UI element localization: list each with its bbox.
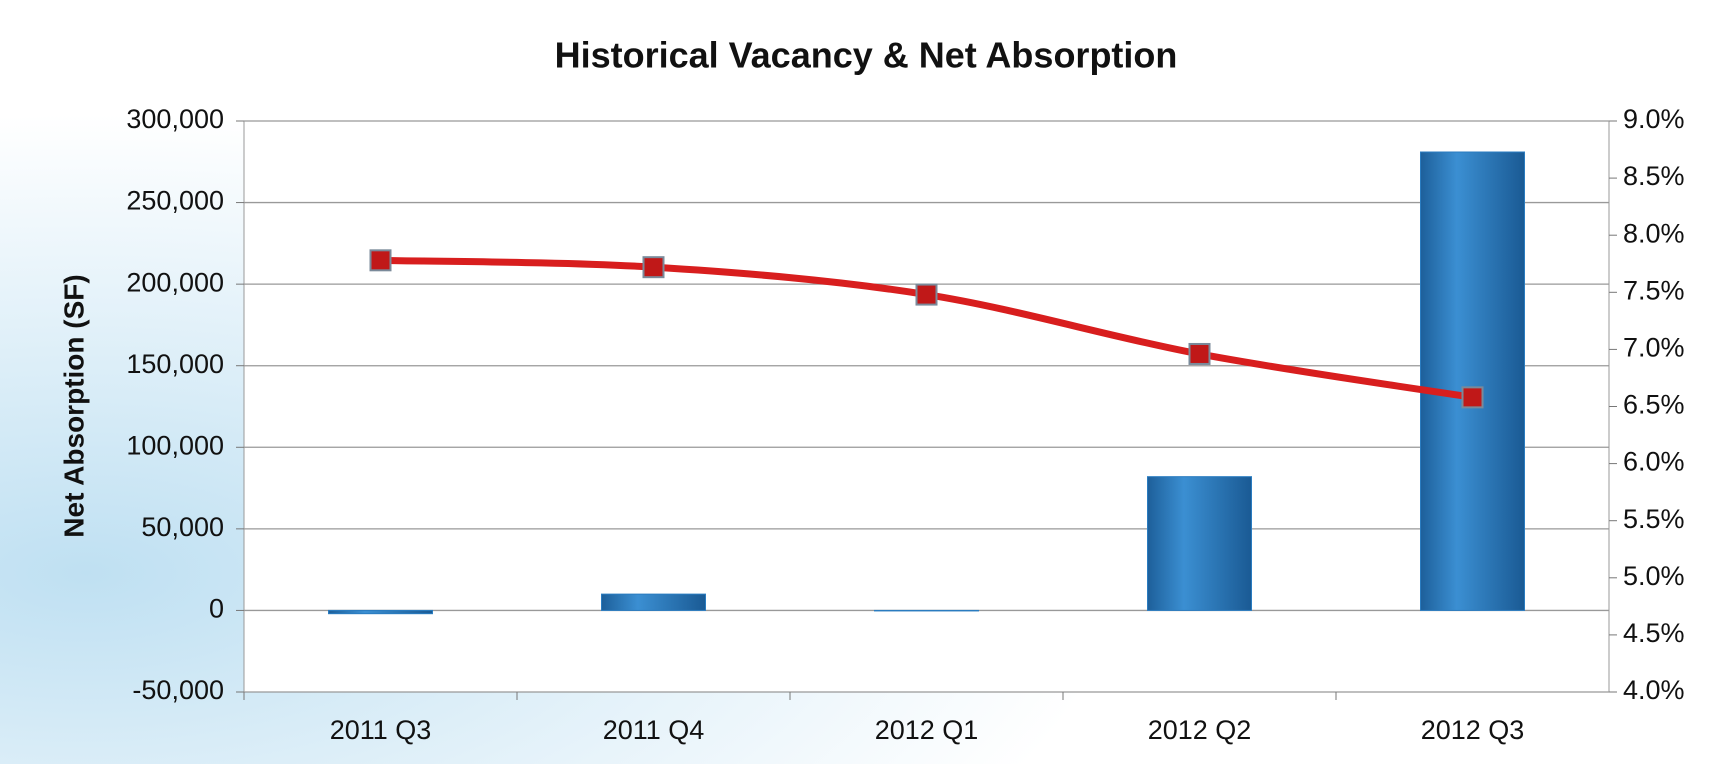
y2-tick-label: 7.5% — [1623, 275, 1685, 305]
bar — [1420, 151, 1525, 611]
y-tick-label: 0 — [209, 594, 224, 624]
line-marker — [369, 249, 392, 272]
bar — [601, 593, 706, 611]
x-tick-label: 2012 Q2 — [1148, 715, 1252, 745]
y-tick-label: 200,000 — [126, 267, 224, 297]
y-tick-label: 50,000 — [141, 512, 224, 542]
y2-tick-label: 8.0% — [1623, 218, 1685, 248]
y-tick-label: 250,000 — [126, 186, 224, 216]
bar — [328, 609, 433, 615]
y-tick-label: 300,000 — [126, 104, 224, 134]
bar — [874, 609, 979, 612]
line-marker — [1461, 386, 1484, 409]
y2-tick-label: 4.0% — [1623, 675, 1685, 705]
line-marker — [915, 283, 938, 306]
y-axis-label: Net Absorption (SF) — [58, 274, 89, 537]
x-tick-label: 2011 Q3 — [330, 715, 432, 745]
y2-tick-label: 5.5% — [1623, 504, 1685, 534]
y2-tick-label: 4.5% — [1623, 618, 1685, 648]
y-tick-label: 100,000 — [126, 430, 224, 460]
y2-tick-label: 6.0% — [1623, 447, 1685, 477]
y2-tick-label: 6.5% — [1623, 390, 1685, 420]
y2-tick-label: 8.5% — [1623, 161, 1685, 191]
plot-area — [243, 120, 1610, 693]
y-tick-label: 150,000 — [126, 349, 224, 379]
bar — [1147, 476, 1252, 611]
line-marker — [642, 256, 665, 279]
y2-tick-label: 5.0% — [1623, 561, 1685, 591]
y-tick-label: -50,000 — [132, 675, 224, 705]
x-tick-label: 2012 Q1 — [875, 715, 979, 745]
x-tick-label: 2011 Q4 — [603, 715, 705, 745]
y2-tick-label: 7.0% — [1623, 333, 1685, 363]
line-marker — [1188, 342, 1211, 365]
x-tick-label: 2012 Q3 — [1421, 715, 1525, 745]
y2-tick-label: 9.0% — [1623, 104, 1685, 134]
chart-title: Historical Vacancy & Net Absorption — [555, 35, 1178, 76]
